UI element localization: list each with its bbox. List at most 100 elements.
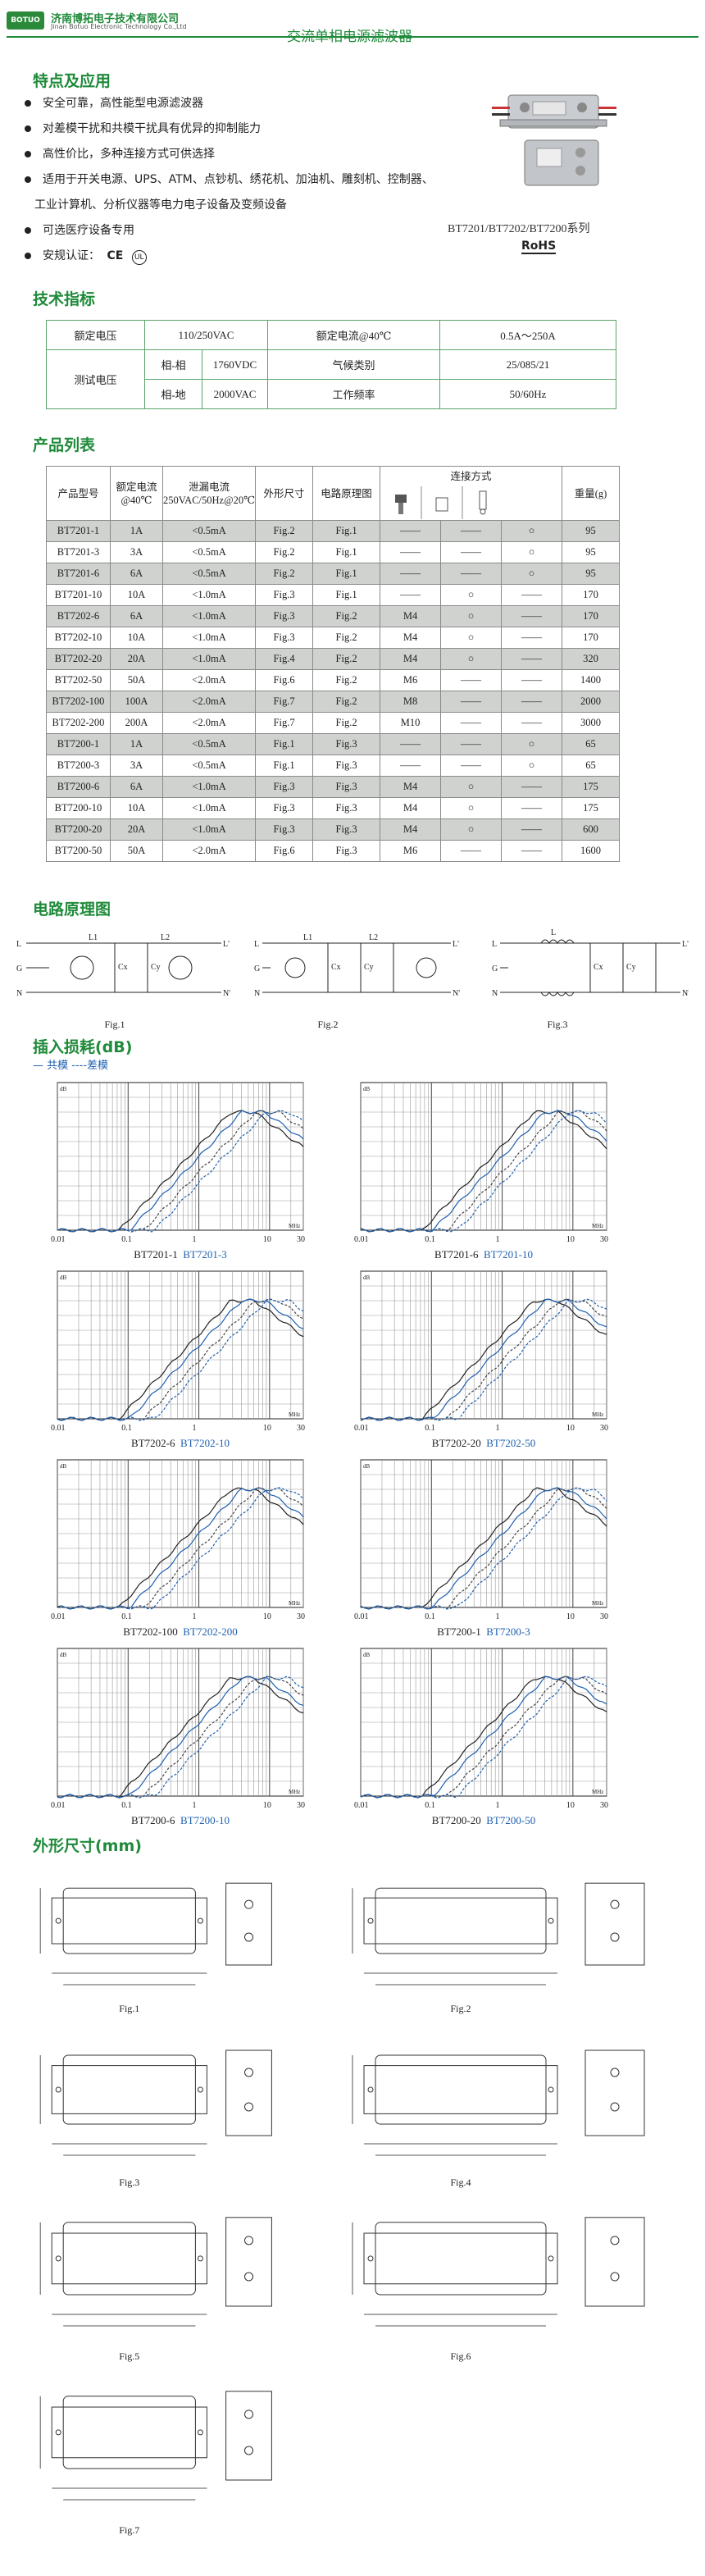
caption-blue: BT7202-10 — [180, 1437, 230, 1449]
table-cell: —— — [501, 627, 562, 649]
spec-title: 技术指标 — [33, 290, 96, 308]
dimension-drawing — [352, 2049, 645, 2156]
loss-chart-plot: 0.01 0.1 1 10 30 MHz dB — [354, 1082, 608, 1244]
tick-label: 30 — [297, 1424, 305, 1433]
flange-outline — [363, 2232, 558, 2285]
spec-label: 额定电流@40℃ — [267, 320, 440, 350]
loss-chart-plot: 0.01 0.1 1 10 30 MHz dB — [354, 1459, 608, 1621]
svg-text:L: L — [254, 940, 259, 949]
caption-blue: BT7200-10 — [180, 1814, 230, 1826]
table-cell: M4 — [380, 797, 442, 819]
side-view — [225, 2391, 272, 2481]
table-cell: BT7200-3 — [46, 755, 111, 777]
table-cell: Fig.2 — [312, 605, 381, 627]
db-label: dB — [363, 1086, 371, 1092]
table-cell: —— — [380, 563, 442, 585]
table-cell: 6A — [110, 776, 163, 798]
table-cell: Fig.2 — [312, 627, 381, 649]
table-cell: —— — [440, 520, 502, 542]
table-cell: —— — [380, 733, 442, 755]
spec-table: 额定电压 110/250VAC 额定电流@40℃ 0.5A～250A 测试电压 相-相 1… — [46, 320, 616, 409]
table-cell: ○ — [440, 605, 502, 627]
svg-text:N: N — [492, 989, 498, 998]
caption-black: BT7200-6 — [131, 1814, 175, 1826]
svg-text:L: L — [551, 928, 556, 937]
caption-black: BT7202-6 — [131, 1437, 175, 1449]
table-cell: Fig.3 — [312, 797, 381, 819]
company-name: 济南博拓电子技术有限公司 — [51, 13, 180, 25]
svg-text:L': L' — [223, 940, 230, 949]
side-view — [225, 1882, 272, 1966]
table-cell: ○ — [440, 648, 502, 670]
table-cell: BT7202-20 — [46, 648, 111, 670]
table-cell: —— — [440, 755, 502, 777]
screw-terminal-icon — [395, 495, 407, 503]
spec-label: 气候类别 — [267, 349, 440, 380]
body-outline — [62, 2222, 196, 2296]
table-cell: Fig.1 — [255, 755, 314, 777]
feature-item: 高性价比，多种连接方式可供选择 — [25, 146, 215, 162]
tick-label: 1 — [193, 1612, 197, 1621]
col-current: 额定电流@40℃ — [110, 466, 163, 521]
table-cell: ○ — [440, 584, 502, 606]
table-cell: Fig.1 — [255, 733, 314, 755]
dims-fig-label: Fig.2 — [450, 2003, 471, 2014]
table-cell: Fig.7 — [255, 691, 314, 713]
tick-label: 30 — [297, 1801, 305, 1810]
chart-caption: BT7200-20 BT7200-50 — [344, 1814, 623, 1827]
table-cell: —— — [501, 797, 562, 819]
table-row: BT7200-1 1A <0.5mA Fig.1 Fig.3 —— —— ○ 65 — [46, 733, 620, 755]
svg-text:N': N' — [453, 989, 460, 998]
ul-mark-icon: UL — [131, 250, 147, 265]
table-cell: BT7201-1 — [46, 520, 111, 542]
tick-label: 0.1 — [121, 1612, 132, 1621]
dimension-drawing — [352, 1882, 645, 1986]
tick-label: 0.01 — [354, 1235, 369, 1244]
table-cell: <1.0mA — [161, 818, 257, 841]
table-cell: M4 — [380, 776, 442, 798]
table-cell: 50A — [110, 669, 163, 691]
dims-fig-label: Fig.4 — [450, 2177, 471, 2188]
table-cell: M6 — [380, 840, 442, 862]
table-cell: M10 — [380, 712, 442, 734]
table-cell: BT7201-10 — [46, 584, 111, 606]
dimension-drawing — [39, 2049, 272, 2156]
table-cell: 170 — [562, 605, 620, 627]
flange-outline — [51, 2406, 207, 2459]
svg-text:Cy: Cy — [364, 963, 374, 972]
table-row: BT7202-50 50A <2.0mA Fig.6 Fig.2 M6 —— —— 1400 — [46, 669, 620, 691]
loss-chart: 0.01 0.1 1 10 30 MHz dB BT7202-100 BT7202-200 — [41, 1457, 320, 1641]
table-cell: <2.0mA — [161, 712, 257, 734]
table-cell: Fig.6 — [255, 669, 314, 691]
table-cell: Fig.2 — [312, 669, 381, 691]
header: BOTUO 济南博拓电子技术有限公司 Jinan Botuo Electroni… — [0, 0, 705, 49]
tick-label: 30 — [600, 1801, 608, 1810]
series-label: BT7201/BT7202/BT7200系列 — [448, 223, 590, 235]
table-cell: —— — [501, 605, 562, 627]
table-cell: 1A — [110, 733, 163, 755]
loss-chart: 0.01 0.1 1 10 30 MHz dB BT7200-20 BT7200-50 — [344, 1645, 623, 1830]
table-row: BT7200-20 20A <1.0mA Fig.3 Fig.3 M4 ○ —— 600 — [46, 818, 620, 841]
loss-chart-plot: 0.01 0.1 1 10 30 MHz dB — [354, 1270, 608, 1433]
tick-label: 0.01 — [354, 1612, 369, 1621]
loss-chart: 0.01 0.1 1 10 30 MHz dB BT7200-1 BT7200-3 — [344, 1457, 623, 1641]
dimension-drawing — [352, 2217, 645, 2327]
loss-chart-plot: 0.01 0.1 1 10 30 MHz dB — [51, 1082, 305, 1244]
caption-blue: BT7201-3 — [183, 1248, 227, 1261]
loss-chart: 0.01 0.1 1 10 30 MHz dB BT7200-6 BT7200-10 — [41, 1645, 320, 1830]
circuit-title: 电路原理图 — [33, 900, 111, 919]
table-cell: Fig.3 — [312, 818, 381, 841]
table-cell: M8 — [380, 691, 442, 713]
dimension-drawing — [39, 2391, 272, 2501]
spec-label: 工作频率 — [267, 379, 440, 409]
flange-outline — [363, 1897, 558, 1945]
table-row: BT7201-3 3A <0.5mA Fig.2 Fig.1 —— —— ○ 95 — [46, 541, 620, 563]
tick-label: 1 — [496, 1612, 500, 1621]
table-cell: Fig.2 — [312, 691, 381, 713]
table-cell: 10A — [110, 797, 163, 819]
body-outline — [375, 2054, 547, 2125]
tick-label: 30 — [297, 1612, 305, 1621]
products-title: 产品列表 — [33, 436, 96, 454]
table-cell: Fig.3 — [255, 776, 314, 798]
flange-outline — [51, 1897, 207, 1945]
